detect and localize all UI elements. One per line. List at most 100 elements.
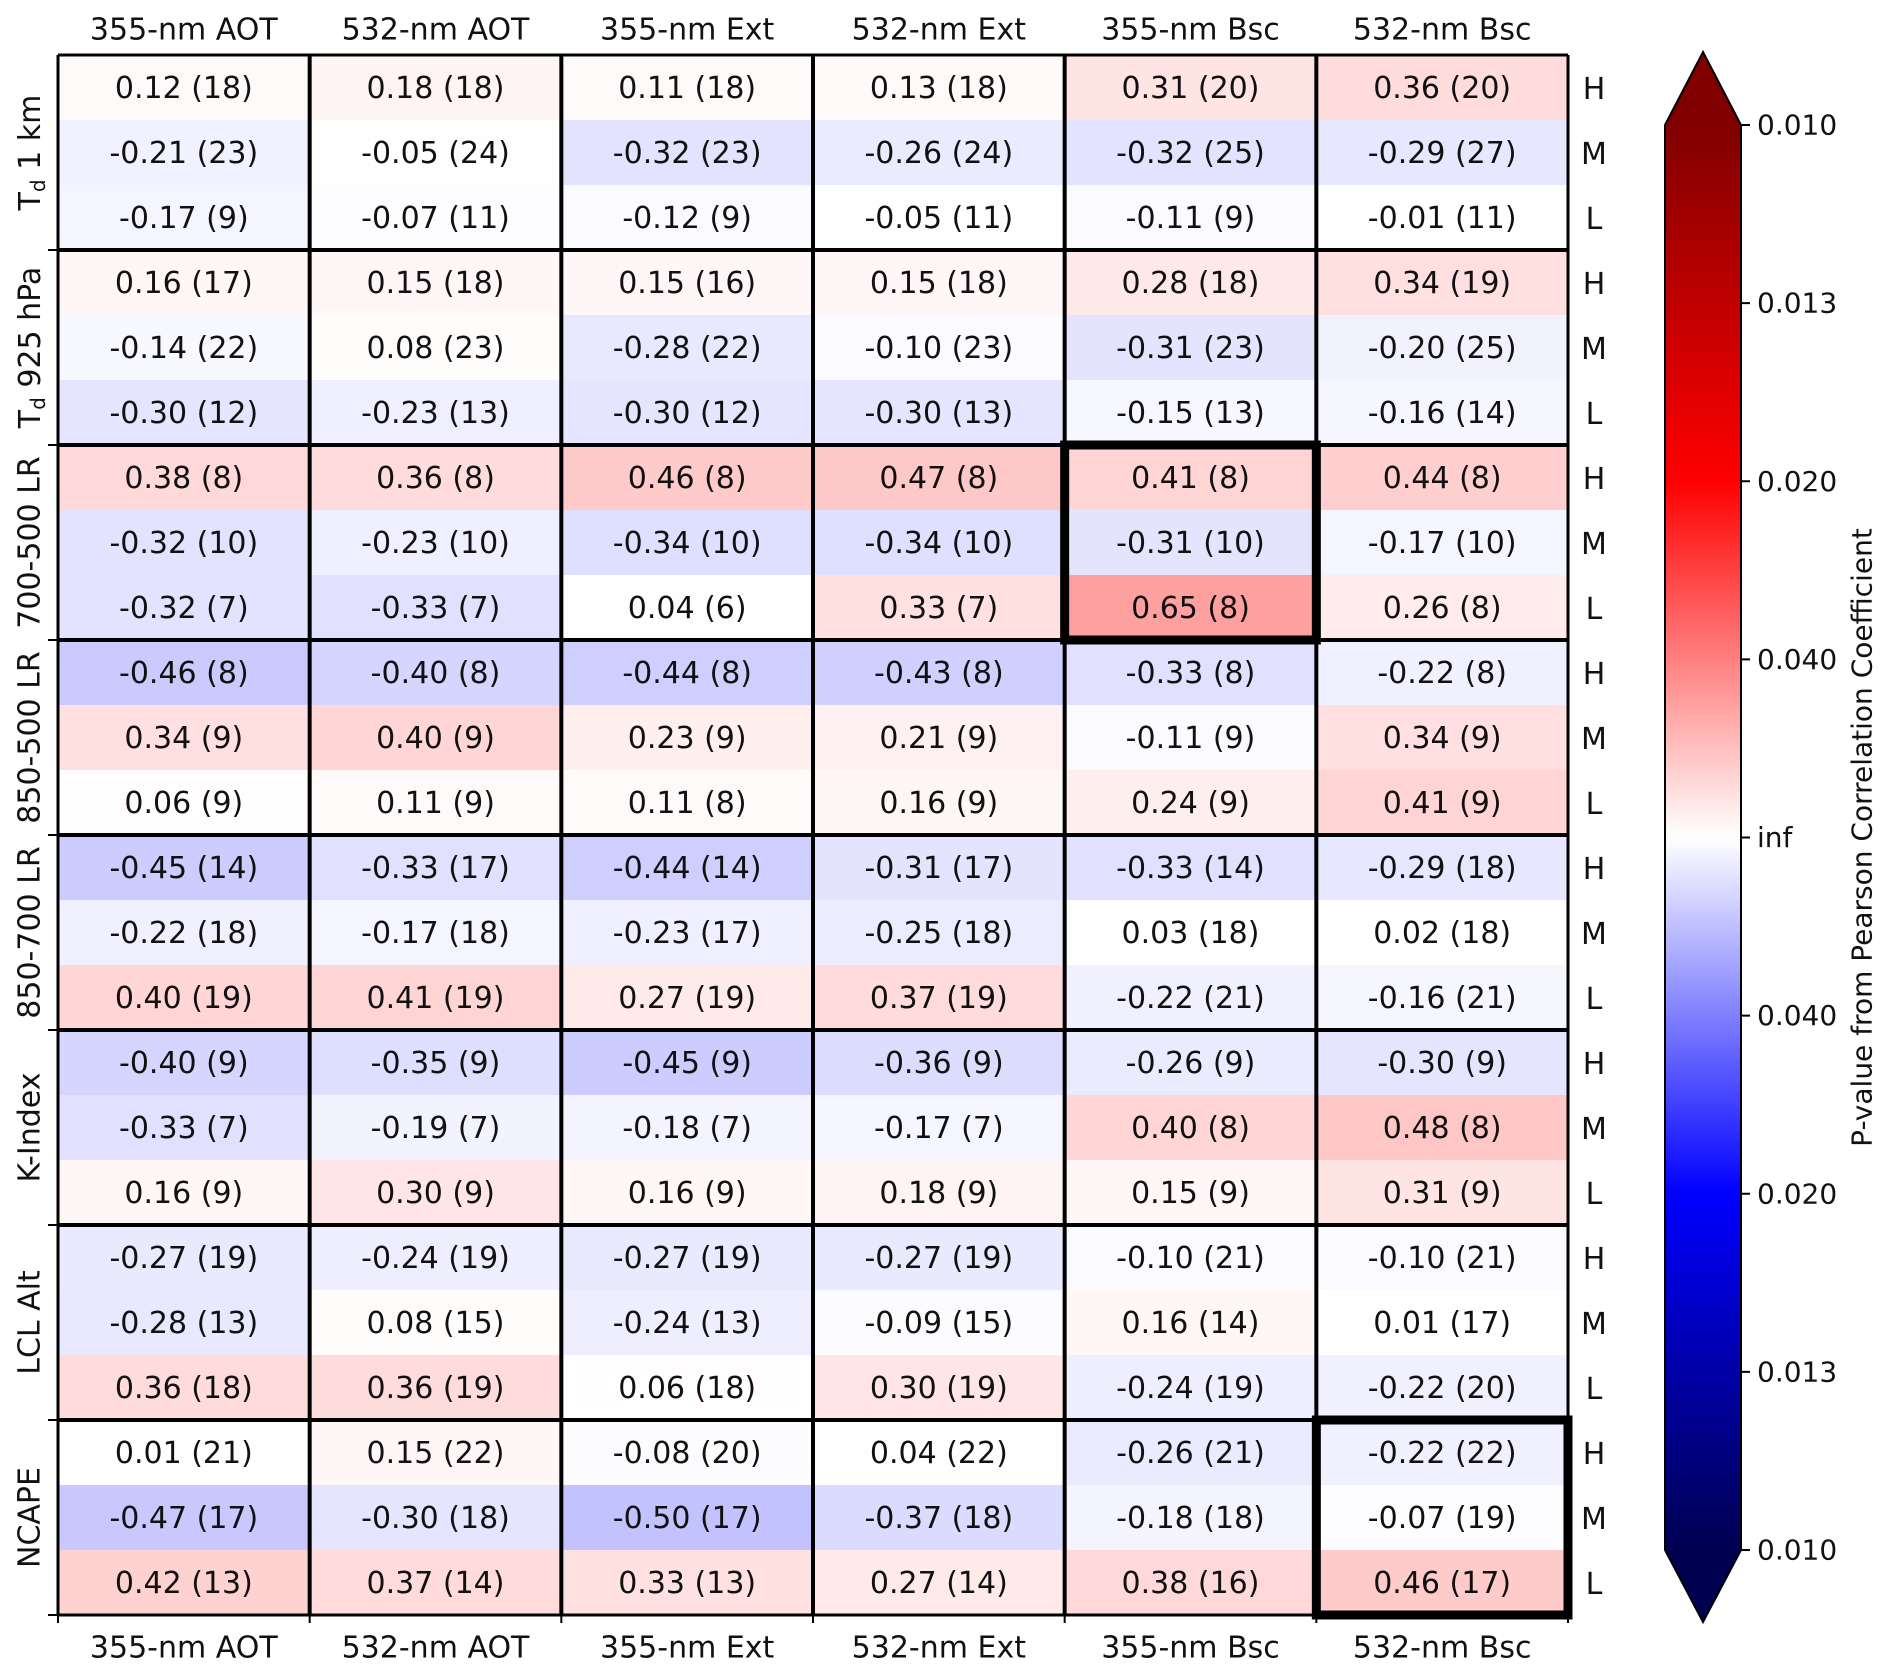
cell-value-label: -0.30 (13)	[864, 396, 1013, 431]
heatmap-cell	[1316, 1420, 1568, 1485]
cell-value-label: -0.20 (25)	[1368, 331, 1517, 366]
heatmap-cell	[309, 1420, 562, 1485]
heatmap-cell	[1064, 900, 1317, 965]
cell-value-label: -0.22 (22)	[1368, 1436, 1517, 1471]
row-level-label: L	[1586, 1567, 1603, 1602]
cell-value-label: -0.29 (18)	[1368, 851, 1517, 886]
heatmap-cell	[561, 510, 813, 575]
colorbar-extend-min	[1665, 1550, 1741, 1622]
cell-value-label: 0.34 (9)	[124, 721, 243, 756]
heatmap-cell	[1316, 965, 1568, 1030]
heatmap-cell	[561, 120, 813, 185]
cell-value-label: -0.17 (18)	[361, 916, 510, 951]
cell-value-label: -0.28 (13)	[109, 1306, 258, 1341]
heatmap-cell	[561, 1225, 813, 1290]
heatmap-cell	[1316, 1485, 1568, 1550]
cell-value-label: 0.03 (18)	[1122, 916, 1260, 951]
heatmap-cell	[813, 770, 1065, 835]
heatmap-cell	[561, 380, 813, 445]
heatmap-cell	[561, 1160, 813, 1225]
cell-value-label: -0.34 (10)	[864, 526, 1013, 561]
heatmap-cell	[1316, 55, 1568, 120]
highlight-box	[1060, 440, 1321, 645]
row-level-label: M	[1581, 332, 1607, 367]
cell-value-label: 0.33 (7)	[879, 591, 998, 626]
cell-value-label: 0.11 (8)	[628, 786, 747, 821]
cell-value-label: 0.48 (8)	[1383, 1111, 1502, 1146]
heatmap-cell	[813, 900, 1065, 965]
cell-value-label: -0.27 (19)	[864, 1241, 1013, 1276]
heatmap-cell	[1316, 120, 1568, 185]
cell-value-label: -0.05 (11)	[864, 201, 1013, 236]
cell-value-label: 0.04 (6)	[628, 591, 747, 626]
column-label-bottom: 532-nm AOT	[342, 1631, 530, 1666]
heatmap-cell	[58, 1420, 310, 1485]
cell-value-label: -0.12 (9)	[622, 201, 752, 236]
heatmap-cell	[1316, 315, 1568, 380]
cell-value-label: 0.46 (17)	[1373, 1566, 1511, 1601]
heatmap-cell	[561, 900, 813, 965]
heatmap-cell	[813, 1355, 1065, 1420]
heatmap-cell	[1064, 445, 1317, 510]
column-label-top: 532-nm Bsc	[1353, 13, 1532, 48]
cell-value-label: 0.47 (8)	[879, 461, 998, 496]
heatmap-cell	[58, 120, 310, 185]
cell-value-label: -0.10 (23)	[864, 331, 1013, 366]
cell-value-label: -0.22 (21)	[1116, 981, 1265, 1016]
cell-value-label: -0.40 (8)	[371, 656, 501, 691]
colorbar-tick-label: 0.020	[1757, 1177, 1837, 1210]
heatmap-cell	[1316, 575, 1568, 640]
colorbar-extend-max	[1665, 52, 1741, 125]
cell-value-label: -0.50 (17)	[613, 1501, 762, 1536]
heatmap-cell	[1316, 1225, 1568, 1290]
colorbar-tick-label: 0.040	[1757, 643, 1837, 676]
heatmap-cell	[813, 185, 1065, 250]
heatmap-cell	[309, 965, 562, 1030]
heatmap-cell	[1316, 1160, 1568, 1225]
cell-value-label: -0.44 (14)	[613, 851, 762, 886]
heatmap-cell	[1064, 250, 1317, 315]
heatmap-cell	[813, 965, 1065, 1030]
cell-value-label: 0.23 (9)	[628, 721, 747, 756]
heatmap-cell	[1316, 705, 1568, 770]
row-level-label: L	[1586, 982, 1603, 1017]
cell-value-label: 0.41 (8)	[1131, 461, 1250, 496]
heatmap-cell	[561, 575, 813, 640]
heatmap-cell	[309, 510, 562, 575]
cell-value-label: 0.41 (9)	[1383, 786, 1502, 821]
heatmap-cell	[309, 445, 562, 510]
group-label: K-Index	[13, 1073, 48, 1183]
cell-value-label: -0.47 (17)	[109, 1501, 258, 1536]
cell-value-label: 0.16 (9)	[628, 1176, 747, 1211]
heatmap-cell	[58, 445, 310, 510]
heatmap-cell	[813, 835, 1065, 900]
cell-value-label: 0.01 (21)	[115, 1436, 253, 1471]
cell-value-label: -0.11 (9)	[1126, 201, 1256, 236]
cell-value-label: 0.24 (9)	[1131, 786, 1250, 821]
cell-value-label: -0.30 (9)	[1377, 1046, 1507, 1081]
heatmap-cell	[58, 315, 310, 380]
cell-value-label: -0.26 (9)	[1126, 1046, 1256, 1081]
heatmap-cell	[1316, 770, 1568, 835]
heatmap-cell	[1064, 315, 1317, 380]
heatmap-cell	[813, 120, 1065, 185]
cell-value-label: -0.05 (24)	[361, 136, 510, 171]
heatmap-cell	[1316, 185, 1568, 250]
cell-value-label: -0.18 (7)	[622, 1111, 752, 1146]
cell-value-label: -0.24 (19)	[1116, 1371, 1265, 1406]
cell-value-label: 0.31 (9)	[1383, 1176, 1502, 1211]
row-level-label: M	[1581, 1502, 1607, 1537]
cell-value-label: 0.12 (18)	[115, 71, 253, 106]
group-label: 850-500 LR	[13, 651, 48, 823]
heatmap-cell	[561, 315, 813, 380]
cell-value-label: 0.18 (9)	[879, 1176, 998, 1211]
colorbar-tick-label: 0.040	[1757, 999, 1837, 1032]
heatmap-cell	[309, 835, 562, 900]
cell-value-label: -0.32 (23)	[613, 136, 762, 171]
heatmap-cell	[309, 1290, 562, 1355]
heatmap-cell	[1064, 1485, 1317, 1550]
column-label-bottom: 532-nm Bsc	[1353, 1631, 1532, 1666]
heatmap-cell	[1064, 510, 1317, 575]
heatmap-cell	[58, 575, 310, 640]
cell-value-label: 0.40 (19)	[115, 981, 253, 1016]
